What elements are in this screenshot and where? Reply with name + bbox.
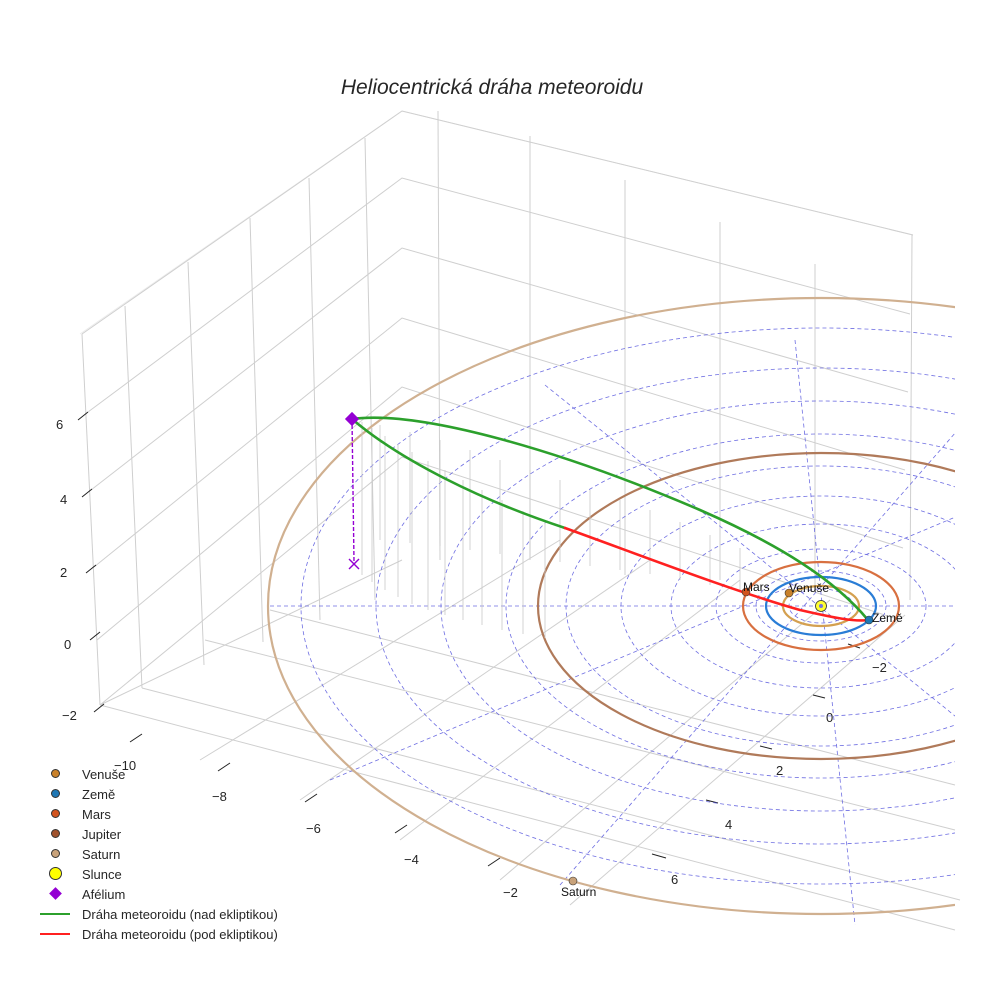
orbit-above-ecliptic [350,416,870,622]
saturn-orbit [267,296,955,916]
z-tick: −2 [62,708,77,723]
z-axis-tick-labels: 6 4 2 0 −2 [56,417,77,723]
chart-title: Heliocentrická dráha meteoroidu [340,76,644,99]
venus-marker-icon [784,588,794,598]
legend-item-earth: Země [36,784,278,804]
x-tick: −8 [212,789,227,804]
aphelion-marker-icon [344,411,360,427]
planet-orbits [267,296,955,916]
z-tick: 6 [56,417,63,432]
venus-label: Venuše [789,581,829,595]
earth-dot-icon [51,789,60,798]
z-tick: 2 [60,565,67,580]
mars-orbit [741,560,901,652]
aphelion-diamond-icon [49,887,62,900]
y-tick: 4 [725,817,732,832]
y-tick: −2 [872,660,887,675]
legend-item-orbit-below: Dráha meteoroidu (pod ekliptikou) [36,924,278,944]
z-tick: 4 [60,492,67,507]
legend-item-mars: Mars [36,804,278,824]
y-tick: 6 [671,872,678,887]
legend-item-venus: Venuše [36,764,278,784]
x-tick: −2 [503,885,518,900]
legend-item-saturn: Saturn [36,844,278,864]
earth-label: Země [872,611,903,625]
y-tick: 2 [776,763,783,778]
orbit-above-ecliptic-lower [350,417,567,530]
sun-center-icon [819,604,823,608]
x-axis-tick-labels: −10 −8 −6 −4 −2 [114,758,518,900]
mars-dot-icon [51,809,60,818]
mars-label: Mars [743,580,770,594]
x-tick: −6 [306,821,321,836]
z-tick: 0 [64,637,71,652]
legend-item-jupiter: Jupiter [36,824,278,844]
saturn-marker-icon [568,876,578,886]
jupiter-orbit [536,451,955,761]
legend-item-orbit-above: Dráha meteoroidu (nad ekliptikou) [36,904,278,924]
jupiter-dot-icon [51,829,60,838]
legend-item-sun: Slunce [36,864,278,884]
orbit-below-ecliptic [563,526,870,622]
mars-marker-icon [741,587,751,597]
saturn-dot-icon [51,849,60,858]
venus-dot-icon [51,769,60,778]
green-line-icon [40,913,70,915]
red-line-icon [40,933,70,935]
meteoroid-orbit [350,416,870,622]
x-tick: −4 [404,852,419,867]
meteoroid-drop-lines [361,422,741,638]
earth-marker-icon [864,615,874,625]
saturn-label: Saturn [561,885,596,899]
sun-dot-icon [49,867,62,880]
y-axis-tick-labels: −2 0 2 4 6 [671,660,887,887]
y-tick: 0 [826,710,833,725]
legend-item-aphelion: Afélium [36,884,278,904]
aphelion-projection-x-icon [348,558,360,570]
legend: Venuše Země Mars Jupiter Saturn Slunce A… [36,764,278,944]
x-tick: −10 [114,758,136,773]
